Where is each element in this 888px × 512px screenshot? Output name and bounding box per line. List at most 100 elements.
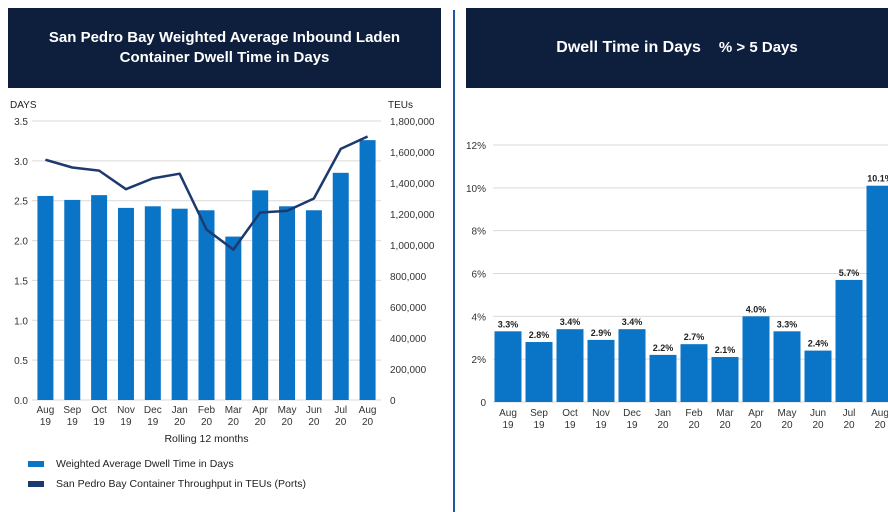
left-y2-tick-label: 600,000 [390, 303, 427, 314]
right-y-tick-label: 2% [472, 355, 487, 366]
left-x-tick-label-year: 20 [255, 417, 267, 428]
left-x-axis-label: Rolling 12 months [164, 433, 248, 445]
left-y2-tick-label: 0 [390, 396, 396, 407]
left-y2-tick-label: 800,000 [390, 272, 427, 283]
right-bar-data-label: 5.7% [839, 268, 860, 278]
left-y2-tick-label: 1,000,000 [390, 241, 435, 252]
right-x-tick-label-year: 20 [657, 420, 669, 431]
left-y-tick-label: 0.0 [14, 396, 28, 407]
right-x-tick-label-month: May [778, 408, 797, 419]
left-bar [332, 172, 349, 400]
left-y-tick-label: 1.5 [14, 276, 28, 287]
right-y-tick-label: 6% [472, 270, 487, 281]
right-bar [866, 185, 888, 402]
left-bar [252, 190, 269, 400]
left-y2-tick-label: 1,200,000 [390, 210, 435, 221]
right-x-tick-label-year: 20 [688, 420, 700, 431]
right-bar-data-label: 2.2% [653, 343, 674, 353]
right-y-tick-label: 4% [472, 312, 487, 323]
right-x-tick-label-month: Oct [562, 408, 578, 419]
right-bar [773, 331, 801, 402]
left-x-tick-label-month: Dec [144, 405, 162, 416]
right-chart-title-banner: Dwell Time in Days % > 5 Days [466, 8, 888, 88]
right-x-tick-label-year: 20 [719, 420, 731, 431]
left-x-tick-label-year: 20 [228, 417, 240, 428]
left-bar [91, 195, 108, 400]
right-bar-data-label: 3.3% [498, 319, 519, 329]
right-bar-data-label: 2.7% [684, 332, 705, 342]
left-x-tick-label-month: Feb [198, 405, 216, 416]
left-x-tick-label-year: 20 [362, 417, 374, 428]
right-bar-data-label: 10.1% [867, 174, 888, 184]
left-x-tick-label-month: Nov [117, 405, 135, 416]
left-x-tick-label-year: 20 [308, 417, 320, 428]
right-y-tick-label: 0 [480, 398, 486, 409]
right-x-tick-label-year: 19 [502, 420, 514, 431]
right-y-tick-label: 8% [472, 227, 487, 238]
right-x-tick-label-month: Feb [685, 408, 703, 419]
left-x-tick-label-month: Oct [91, 405, 107, 416]
right-bar-data-label: 4.0% [746, 304, 767, 314]
right-x-tick-label-year: 20 [781, 420, 793, 431]
left-y2-tick-label: 1,800,000 [390, 117, 435, 128]
left-bar [144, 206, 161, 400]
left-bar [64, 199, 81, 400]
left-y-tick-label: 2.5 [14, 197, 28, 208]
left-chart-title: San Pedro Bay Weighted Average Inbound L… [48, 29, 401, 66]
right-x-tick-label-month: Nov [592, 408, 610, 419]
right-bar [618, 329, 646, 402]
right-bar [680, 344, 708, 402]
right-x-tick-label-year: 20 [812, 420, 824, 431]
right-x-tick-label-month: Sep [530, 408, 548, 419]
right-chart-title: Dwell Time in Days [556, 39, 701, 56]
left-y2-axis-label: TEUs [388, 100, 413, 111]
right-bar [556, 329, 584, 402]
right-x-tick-label-month: Jul [843, 408, 856, 419]
left-y2-tick-label: 1,600,000 [390, 148, 435, 159]
right-bar-data-label: 2.8% [529, 330, 550, 340]
left-y2-tick-label: 1,400,000 [390, 179, 435, 190]
right-x-tick-label-year: 20 [750, 420, 762, 431]
left-y-tick-label: 3.0 [14, 157, 28, 168]
left-x-tick-label-month: Sep [63, 405, 81, 416]
right-y-tick-label: 10% [466, 184, 486, 195]
left-y-tick-label: 0.5 [14, 356, 28, 367]
right-bar [742, 316, 770, 402]
right-x-tick-label-year: 19 [564, 420, 576, 431]
right-bar [587, 339, 615, 402]
left-x-tick-label-month: May [278, 405, 297, 416]
left-x-tick-label-month: Aug [37, 405, 55, 416]
right-x-tick-label-year: 20 [874, 420, 886, 431]
right-x-tick-label-year: 20 [843, 420, 855, 431]
right-x-tick-label-month: Dec [623, 408, 641, 419]
right-x-tick-label-month: Aug [871, 408, 888, 419]
right-x-tick-label-year: 19 [595, 420, 607, 431]
left-x-tick-label-month: Aug [359, 405, 377, 416]
right-bar-data-label: 2.4% [808, 339, 829, 349]
left-y-axis-label: DAYS [10, 100, 37, 111]
right-bar [649, 354, 677, 402]
left-x-tick-label-year: 19 [67, 417, 79, 428]
legend-line-swatch [28, 481, 44, 487]
left-x-tick-label-month: Mar [225, 405, 243, 416]
right-x-tick-label-month: Apr [748, 408, 764, 419]
left-x-tick-label-month: Apr [252, 405, 268, 416]
left-x-tick-label-year: 19 [94, 417, 106, 428]
left-bar [305, 210, 322, 400]
left-y-tick-label: 3.5 [14, 117, 28, 128]
right-bar [525, 342, 553, 402]
left-bar [225, 236, 242, 400]
left-x-tick-label-year: 19 [147, 417, 159, 428]
right-x-tick-label-month: Jun [810, 408, 826, 419]
right-x-tick-label-month: Mar [716, 408, 734, 419]
left-chart-title-banner: San Pedro Bay Weighted Average Inbound L… [8, 8, 441, 88]
right-x-tick-label-year: 19 [626, 420, 638, 431]
legend-bar-swatch [28, 461, 44, 467]
left-bar [198, 210, 215, 400]
right-bar-data-label: 3.3% [777, 319, 798, 329]
left-x-tick-label-year: 19 [120, 417, 132, 428]
left-bar [359, 140, 376, 401]
left-x-tick-label-year: 20 [335, 417, 347, 428]
left-x-tick-label-year: 20 [174, 417, 186, 428]
